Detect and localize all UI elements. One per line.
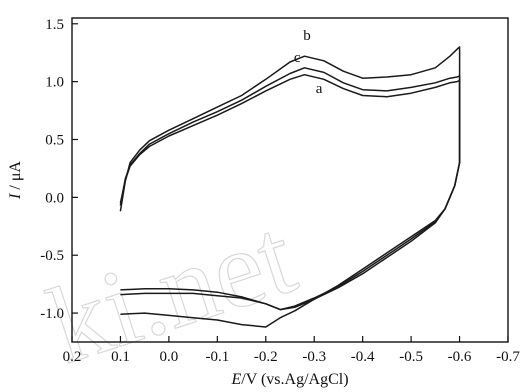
y-tick-label: -0.5 xyxy=(40,248,64,264)
x-tick: -0.2 xyxy=(254,336,278,365)
x-tick: -0.3 xyxy=(302,336,326,365)
x-tick: 0.2 xyxy=(63,336,82,365)
y-tick: 0.5 xyxy=(45,133,78,149)
x-tick: 0.0 xyxy=(160,336,179,365)
x-tick: 0.1 xyxy=(111,336,130,365)
x-tick-label: -0.2 xyxy=(254,349,278,365)
y-tick: 0.0 xyxy=(45,190,78,206)
x-tick: -0.7 xyxy=(496,336,520,365)
x-tick-label: 0.1 xyxy=(111,349,130,365)
y-tick: 1.5 xyxy=(45,17,78,33)
curve-label-c: c xyxy=(294,50,301,66)
x-tick-label: 0.2 xyxy=(63,349,82,365)
cv-curve-c xyxy=(119,67,461,311)
y-tick-label: 0.5 xyxy=(45,133,64,149)
x-tick: -0.1 xyxy=(205,336,229,365)
y-tick: -0.5 xyxy=(40,248,78,264)
x-tick: -0.6 xyxy=(448,336,472,365)
x-tick: -0.5 xyxy=(399,336,423,365)
y-tick: -1.0 xyxy=(40,306,78,322)
curve-label-a: a xyxy=(316,81,323,97)
plot-frame xyxy=(71,17,509,343)
x-tick: -0.4 xyxy=(351,336,375,365)
curve-label-b: b xyxy=(303,28,311,44)
x-tick-label: 0.0 xyxy=(160,349,179,365)
y-axis-title: I / μA xyxy=(7,161,24,200)
x-tick-label: -0.3 xyxy=(302,349,326,365)
y-tick: 1.0 xyxy=(45,75,78,91)
y-tick-label: 1.5 xyxy=(45,17,64,33)
x-tick-label: -0.6 xyxy=(448,349,472,365)
x-tick-label: -0.5 xyxy=(399,349,423,365)
y-tick-label: -1.0 xyxy=(40,306,64,322)
x-axis-title: E/V (vs.Ag/AgCl) xyxy=(230,371,348,388)
x-tick-label: -0.1 xyxy=(205,349,229,365)
cv-curve-b xyxy=(119,46,461,328)
x-tick-label: -0.7 xyxy=(496,349,520,365)
x-tick-label: -0.4 xyxy=(351,349,375,365)
y-tick-label: 1.0 xyxy=(45,75,64,91)
y-tick-label: 0.0 xyxy=(45,190,64,206)
